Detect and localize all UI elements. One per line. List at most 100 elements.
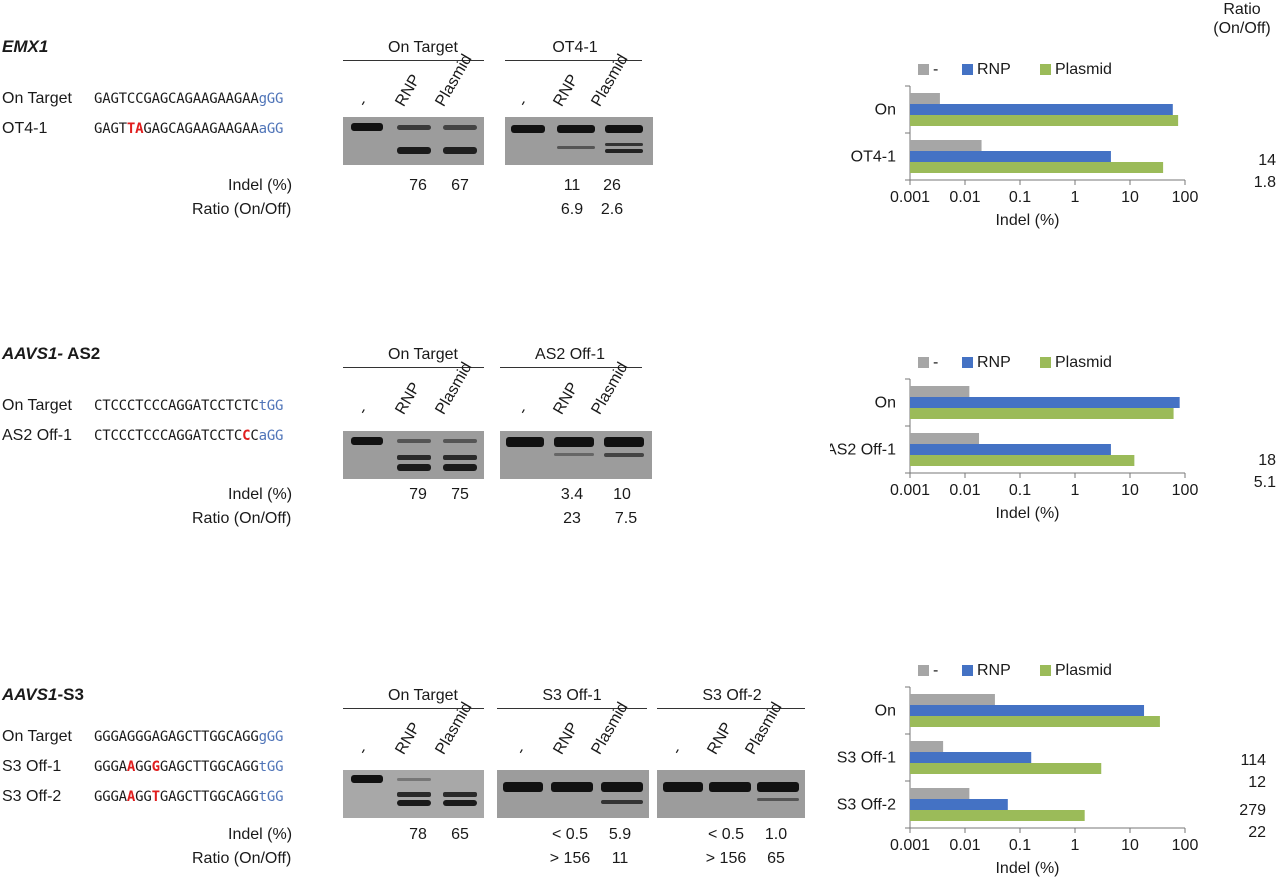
mismatch-base: T <box>151 789 160 805</box>
ratio-value: 23 <box>563 510 581 527</box>
gel-band <box>709 782 751 792</box>
seq-sequence: GAGTTAGAGCAGAAGAAGAAaGG <box>94 121 283 137</box>
x-tick-label: 0.001 <box>890 482 930 499</box>
gel-group-title: OT4-1 <box>552 39 598 56</box>
indel-label: Indel (%) <box>228 486 293 503</box>
gel-band <box>503 782 543 792</box>
legend-label: Plasmid <box>1055 61 1112 78</box>
x-tick-label: 10 <box>1121 837 1139 854</box>
ratio-header-line2: (On/Off) <box>1213 20 1271 37</box>
gel-band <box>757 782 799 792</box>
ratio-value: 7.5 <box>614 510 638 527</box>
x-tick-label: 0.1 <box>1009 482 1031 499</box>
legend-swatch <box>962 357 973 368</box>
x-tick-label: 0.01 <box>949 837 980 854</box>
gel-band <box>397 455 431 460</box>
chart-ratio-pair: 18 5.1 <box>1210 450 1276 494</box>
gel-band <box>443 439 477 443</box>
ratio-label: Ratio (On/Off) <box>192 201 292 218</box>
gel-band <box>397 464 431 471</box>
lane-label: - <box>512 744 530 758</box>
x-tick-label: 1 <box>1071 837 1080 854</box>
indel-value: 79 <box>409 486 427 503</box>
indel-value: 76 <box>409 177 427 194</box>
bar-rnp <box>910 752 1032 763</box>
chart-ratio-plasmid: 12 <box>1248 774 1266 791</box>
bar-untreated <box>910 741 944 752</box>
chart-ratio-rnp: 114 <box>1240 752 1266 769</box>
gel-band <box>397 778 431 781</box>
gel-group-underline <box>500 367 642 368</box>
sequence-segment: GAGTCCGAGCAGAAGAAGAA <box>94 91 259 107</box>
gel-band <box>601 800 643 804</box>
ratio-value: 11 <box>611 850 629 867</box>
sequence-segment: GAGCAGAAGAAGAA <box>143 121 259 137</box>
gel-band <box>397 800 431 806</box>
category-label: AS2 Off-1 <box>830 442 896 459</box>
mismatch-base: TA <box>126 121 144 137</box>
sequence-segment: CTCCCTCCCAGGATCCTC <box>94 428 243 444</box>
gel-group-title: S3 Off-1 <box>542 687 602 704</box>
legend-label: - <box>933 61 938 78</box>
sequence-segment: GG <box>135 789 152 805</box>
pam-segment: tGG <box>258 398 284 414</box>
sequence-segment: C <box>250 428 259 444</box>
gel-group-underline <box>657 708 805 709</box>
bar-untreated <box>910 386 970 397</box>
bar-rnp <box>910 444 1111 455</box>
seq-label: S3 Off-2 <box>2 788 62 805</box>
bar-plasmid <box>910 408 1174 419</box>
x-axis-label: Indel (%) <box>995 212 1059 229</box>
lane-label: - <box>514 404 532 418</box>
gel-band <box>443 147 477 154</box>
gel-group-title: On Target <box>388 39 458 56</box>
x-tick-label: 100 <box>1172 482 1199 499</box>
sequence-segment: GAGCTTGGCAGG <box>159 759 259 775</box>
seq-label: On Target <box>2 90 72 107</box>
gene-title: AAVS1- AS2 <box>2 344 100 364</box>
indel-value: 10 <box>613 486 631 503</box>
gel-band <box>663 782 703 792</box>
indel-value: 65 <box>451 826 469 843</box>
ratio-value: > 156 <box>549 850 591 867</box>
legend-label: Plasmid <box>1055 662 1112 679</box>
sequence-segment: GGGA <box>94 789 127 805</box>
indel-value: 67 <box>451 177 469 194</box>
lane-label: RNP <box>392 379 425 418</box>
seq-label: OT4-1 <box>2 120 48 137</box>
bar-plasmid <box>910 115 1179 126</box>
chart-ratio-rnp: 14 <box>1258 152 1276 169</box>
gene-name-rest: -S3 <box>57 685 84 704</box>
gel-band <box>604 437 644 447</box>
gene-name-rest: AS2 <box>63 344 101 363</box>
seq-sequence: CTCCCTCCCAGGATCCTCTCtGG <box>94 398 283 414</box>
mismatch-base: A <box>126 759 136 775</box>
chart-ratio-rnp: 18 <box>1258 452 1276 469</box>
gel-group-title: On Target <box>388 687 458 704</box>
bar-plasmid <box>910 810 1085 821</box>
category-label: On <box>875 102 896 119</box>
gene-name-italic: AAVS1- <box>2 344 64 363</box>
seq-label: On Target <box>2 397 72 414</box>
gel-image <box>343 431 484 479</box>
x-axis-label: Indel (%) <box>995 505 1059 522</box>
ratio-label: Ratio (On/Off) <box>192 850 292 867</box>
legend-swatch <box>962 665 973 676</box>
gel-band <box>397 125 431 130</box>
x-tick-label: 0.1 <box>1009 837 1031 854</box>
gel-group-underline <box>343 367 484 368</box>
bar-untreated <box>910 433 980 444</box>
indel-value: 5.9 <box>608 826 632 843</box>
gene-title: EMX1 <box>2 37 48 57</box>
bar-rnp <box>910 104 1173 115</box>
gel-band <box>554 453 594 456</box>
indel-value: 75 <box>451 486 469 503</box>
legend-swatch <box>918 357 929 368</box>
x-tick-label: 100 <box>1172 837 1199 854</box>
chart-ratio-pair: 114 12 <box>1210 750 1266 794</box>
mismatch-base: G <box>151 759 160 775</box>
chart-legend: - RNP Plasmid <box>918 61 1112 78</box>
chart-ratio-rnp: 279 <box>1239 802 1266 819</box>
gel-band <box>506 437 544 447</box>
gel-image <box>500 431 652 479</box>
